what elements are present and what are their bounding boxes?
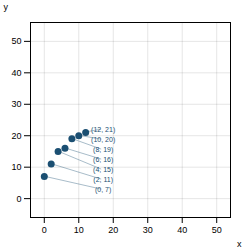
svg-text:40: 40	[177, 225, 187, 235]
svg-text:30: 30	[143, 225, 153, 235]
svg-text:(0, 7): (0, 7)	[95, 186, 111, 194]
svg-text:10: 10	[11, 162, 21, 172]
svg-text:40: 40	[11, 68, 21, 78]
svg-text:0: 0	[16, 194, 21, 204]
svg-text:20: 20	[11, 131, 21, 141]
svg-text:(8, 19): (8, 19)	[93, 146, 113, 154]
svg-text:y: y	[4, 2, 9, 12]
svg-text:10: 10	[74, 225, 84, 235]
svg-text:50: 50	[212, 225, 222, 235]
svg-text:(4, 15): (4, 15)	[93, 166, 113, 174]
svg-text:x: x	[237, 239, 242, 249]
svg-text:50: 50	[11, 36, 21, 46]
svg-text:(12, 21): (12, 21)	[91, 126, 115, 134]
svg-text:(6, 16): (6, 16)	[93, 156, 113, 164]
svg-text:(10, 20): (10, 20)	[91, 136, 115, 144]
svg-text:20: 20	[108, 225, 118, 235]
svg-text:30: 30	[11, 99, 21, 109]
svg-text:(2, 11): (2, 11)	[93, 176, 113, 184]
svg-text:0: 0	[42, 225, 47, 235]
